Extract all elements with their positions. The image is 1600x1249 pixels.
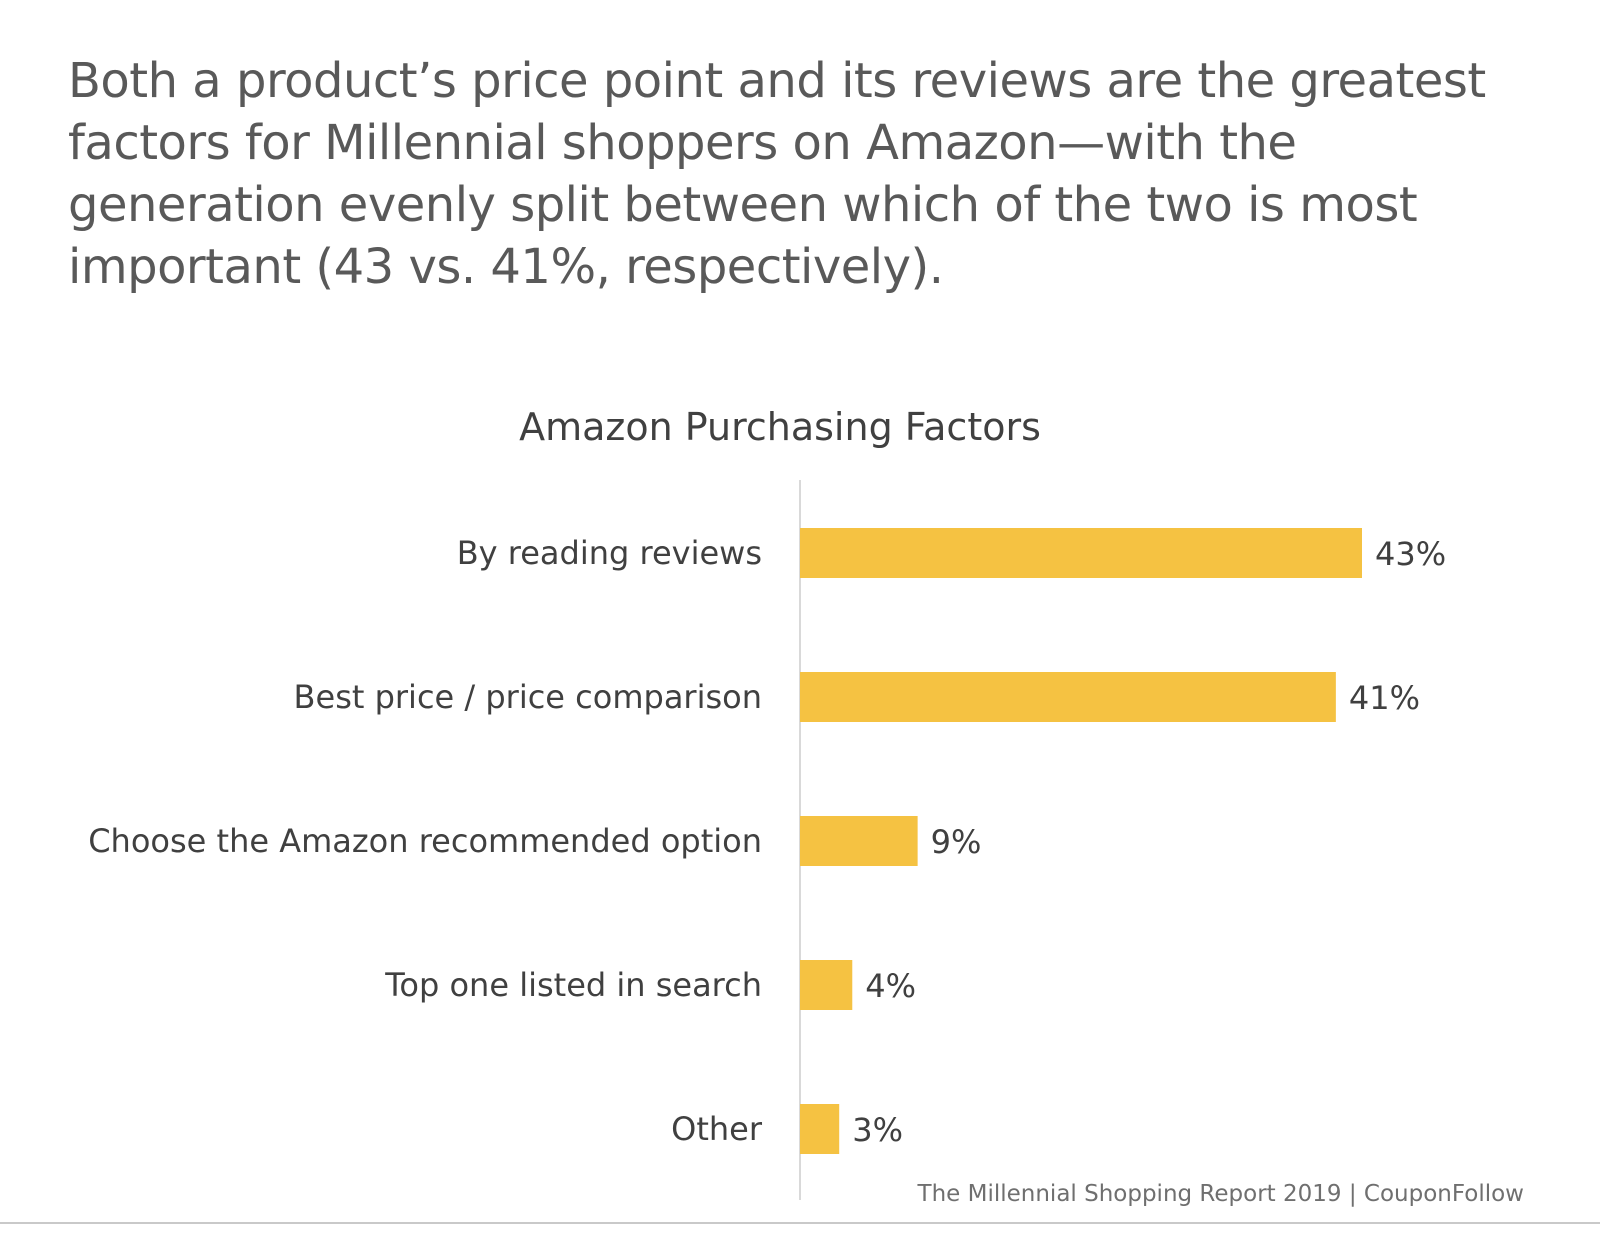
value-labels-group: 43% 41% 9% 4% 3%	[852, 535, 1446, 1149]
bottom-divider	[0, 1222, 1600, 1224]
category-label: By reading reviews	[457, 534, 762, 572]
category-label: Choose the Amazon recommended option	[88, 822, 762, 860]
category-label: Best price / price comparison	[294, 678, 762, 716]
headline: Both a product’s price point and its rev…	[68, 53, 1486, 295]
bar	[800, 672, 1336, 722]
category-label: Top one listed in search	[384, 966, 762, 1004]
data-label: 4%	[865, 967, 916, 1005]
data-label: 3%	[852, 1111, 903, 1149]
data-label: 9%	[931, 823, 982, 861]
bar	[800, 1104, 840, 1154]
category-label: Other	[671, 1110, 763, 1148]
bars-group	[800, 528, 1362, 1154]
category-labels-group: By reading reviews Best price / price com…	[88, 534, 763, 1148]
bar	[800, 960, 853, 1010]
bar	[800, 528, 1362, 578]
data-label: 43%	[1375, 535, 1446, 573]
source-credit: The Millennial Shopping Report 2019 | Co…	[917, 1181, 1524, 1207]
bar	[800, 816, 918, 866]
data-label: 41%	[1349, 679, 1420, 717]
chart-title: Amazon Purchasing Factors	[519, 405, 1041, 449]
